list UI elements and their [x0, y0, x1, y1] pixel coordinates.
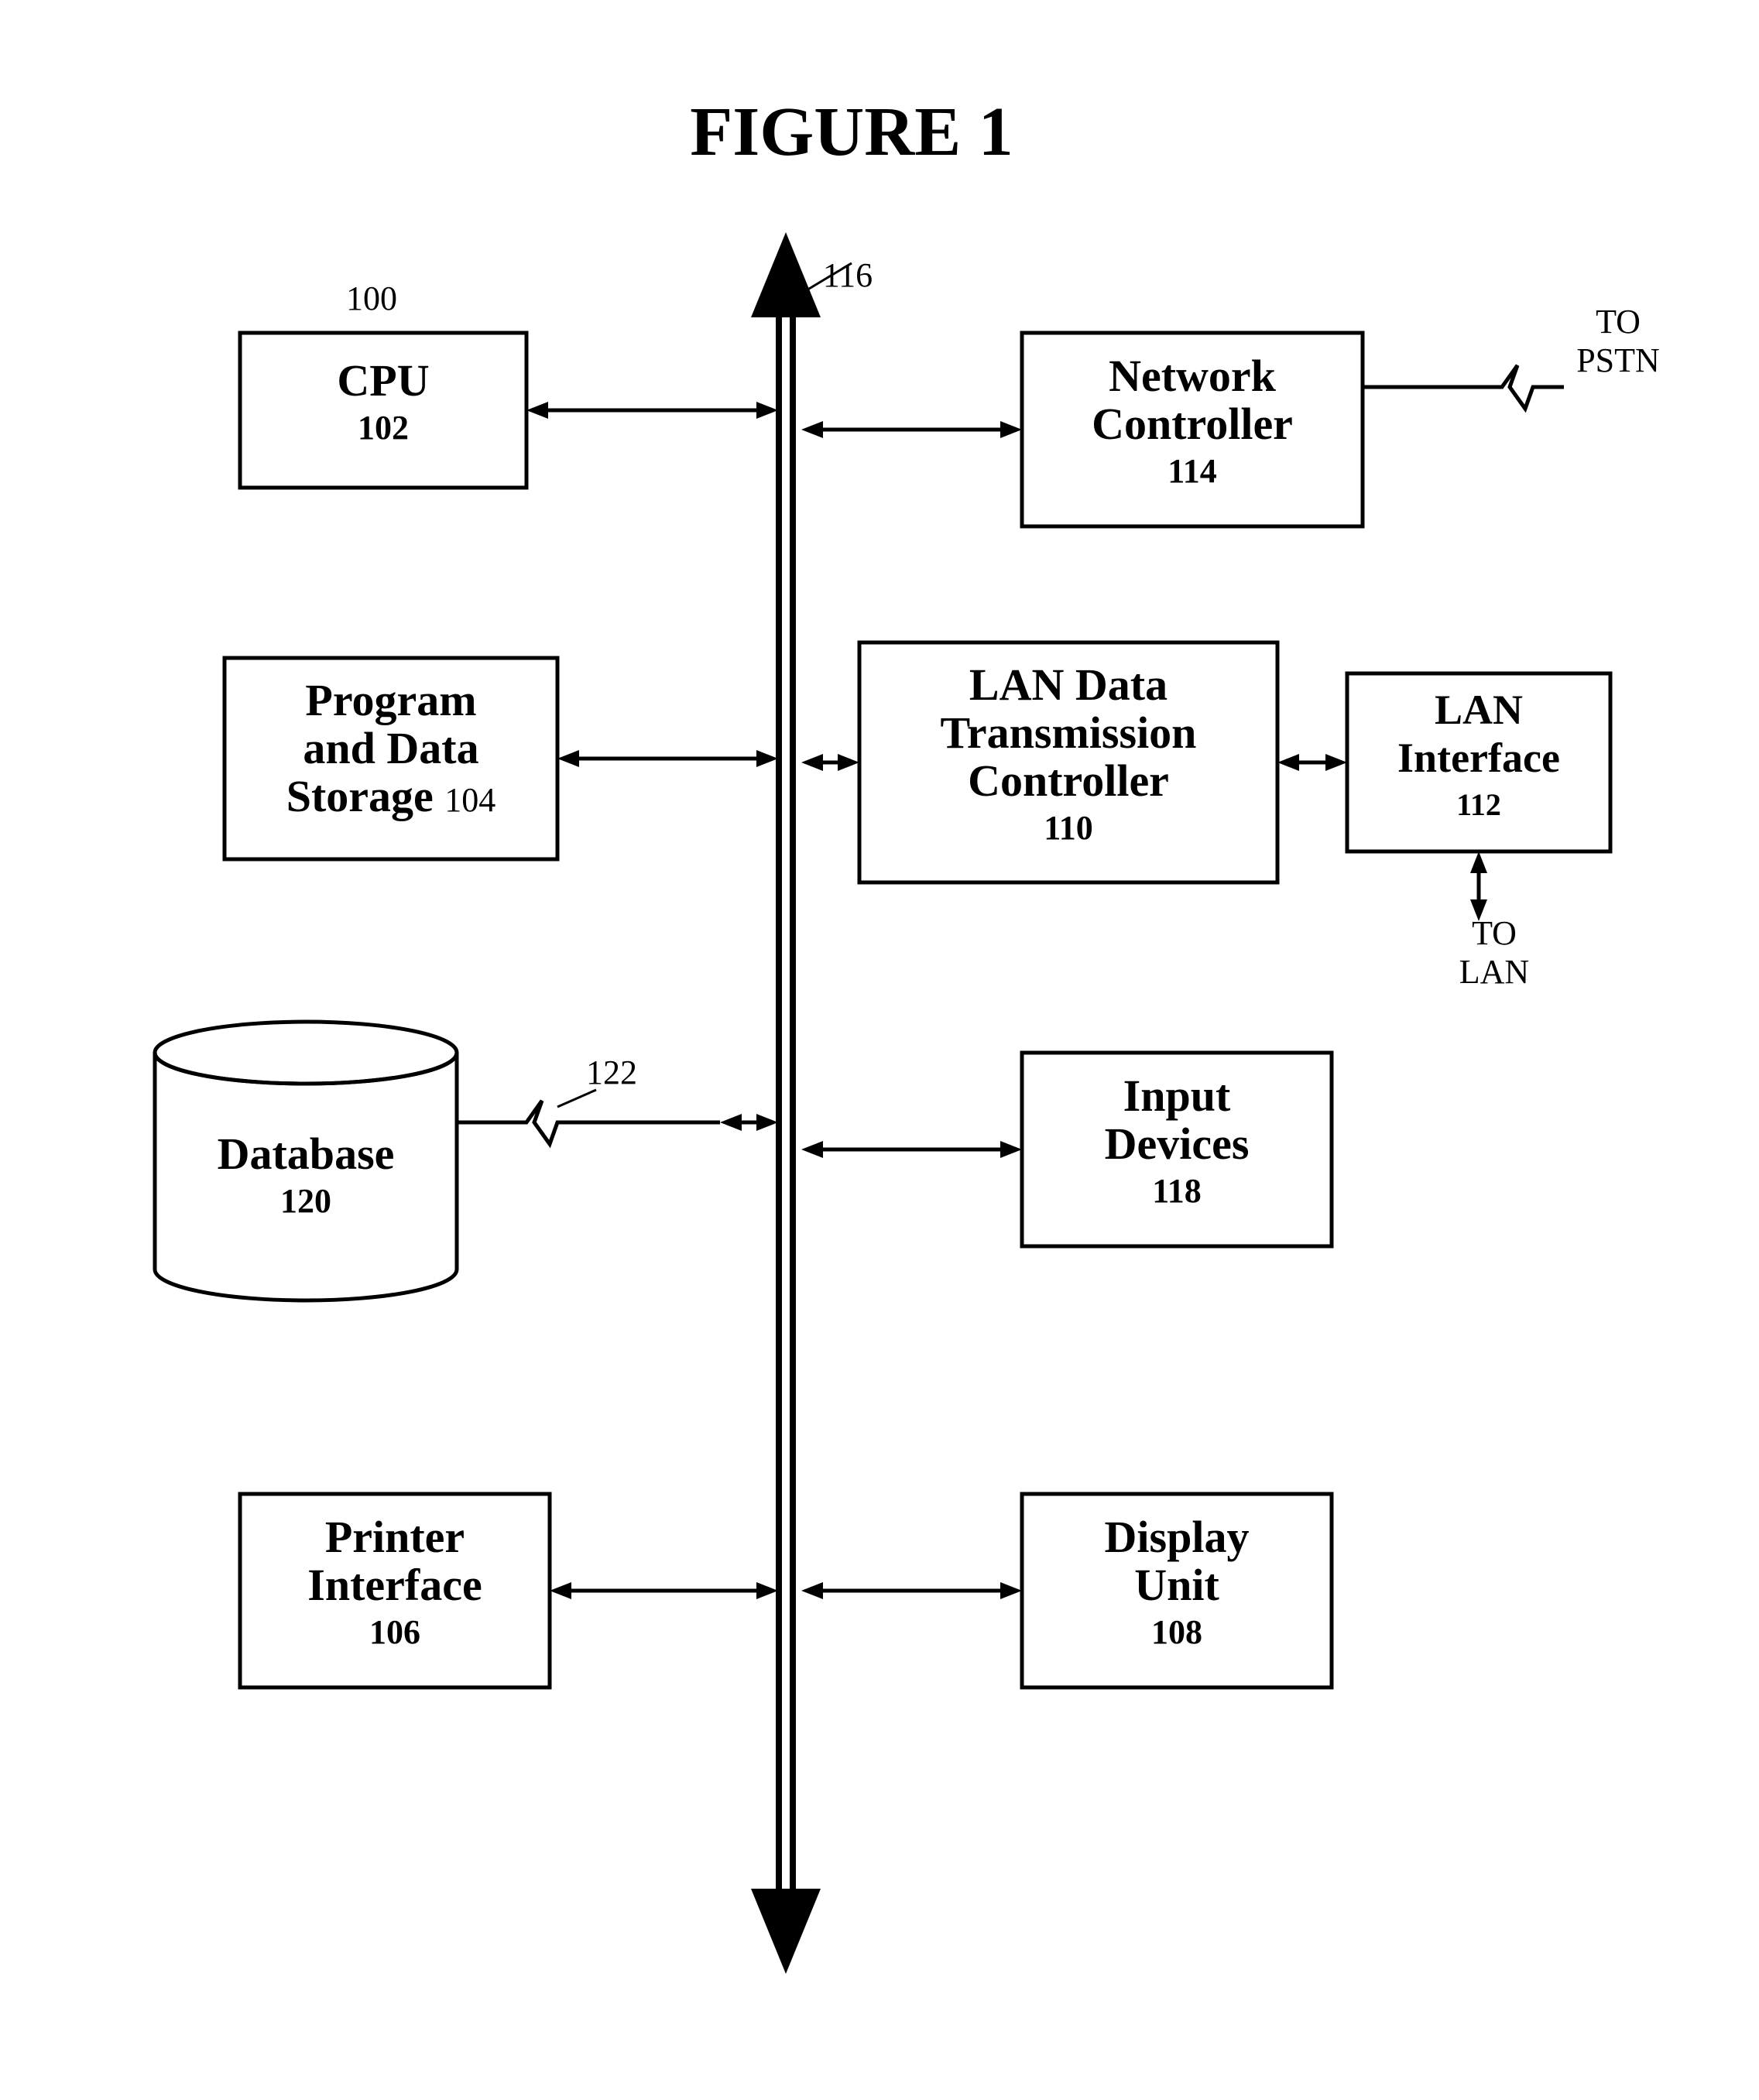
svg-text:Display: Display [1105, 1512, 1250, 1562]
svg-text:TO: TO [1596, 303, 1641, 341]
svg-text:106: 106 [369, 1613, 420, 1651]
svg-text:102: 102 [358, 409, 409, 447]
svg-text:Unit: Unit [1134, 1560, 1219, 1610]
svg-text:CPU: CPU [337, 355, 429, 406]
system-bus [751, 232, 852, 1974]
svg-text:110: 110 [1044, 809, 1093, 847]
svg-text:Interface: Interface [307, 1560, 482, 1610]
svg-text:Input: Input [1123, 1071, 1231, 1121]
svg-text:LAN: LAN [1459, 953, 1529, 991]
svg-text:116: 116 [823, 256, 873, 294]
svg-text:Database: Database [218, 1129, 395, 1179]
svg-text:Devices: Devices [1105, 1119, 1250, 1169]
svg-text:LAN Data: LAN Data [969, 659, 1168, 710]
svg-text:120: 120 [280, 1182, 331, 1220]
svg-text:Storage 104: Storage 104 [286, 771, 496, 821]
svg-text:122: 122 [586, 1053, 637, 1091]
svg-text:100: 100 [346, 279, 397, 317]
svg-text:Network: Network [1109, 351, 1277, 401]
svg-text:LAN: LAN [1435, 687, 1523, 733]
svg-text:Printer: Printer [325, 1512, 465, 1562]
svg-text:118: 118 [1152, 1172, 1202, 1210]
svg-text:114: 114 [1168, 452, 1217, 490]
svg-text:Controller: Controller [1092, 399, 1293, 449]
svg-text:Transmission: Transmission [941, 707, 1197, 758]
svg-text:PSTN: PSTN [1576, 341, 1660, 379]
svg-text:FIGURE 1: FIGURE 1 [690, 94, 1013, 170]
svg-text:TO: TO [1472, 914, 1517, 952]
svg-text:Interface: Interface [1397, 735, 1560, 781]
svg-text:and Data: and Data [303, 723, 478, 773]
svg-text:108: 108 [1151, 1613, 1202, 1651]
svg-text:112: 112 [1456, 787, 1501, 822]
svg-text:Program: Program [305, 675, 476, 725]
svg-text:Controller: Controller [968, 755, 1169, 806]
